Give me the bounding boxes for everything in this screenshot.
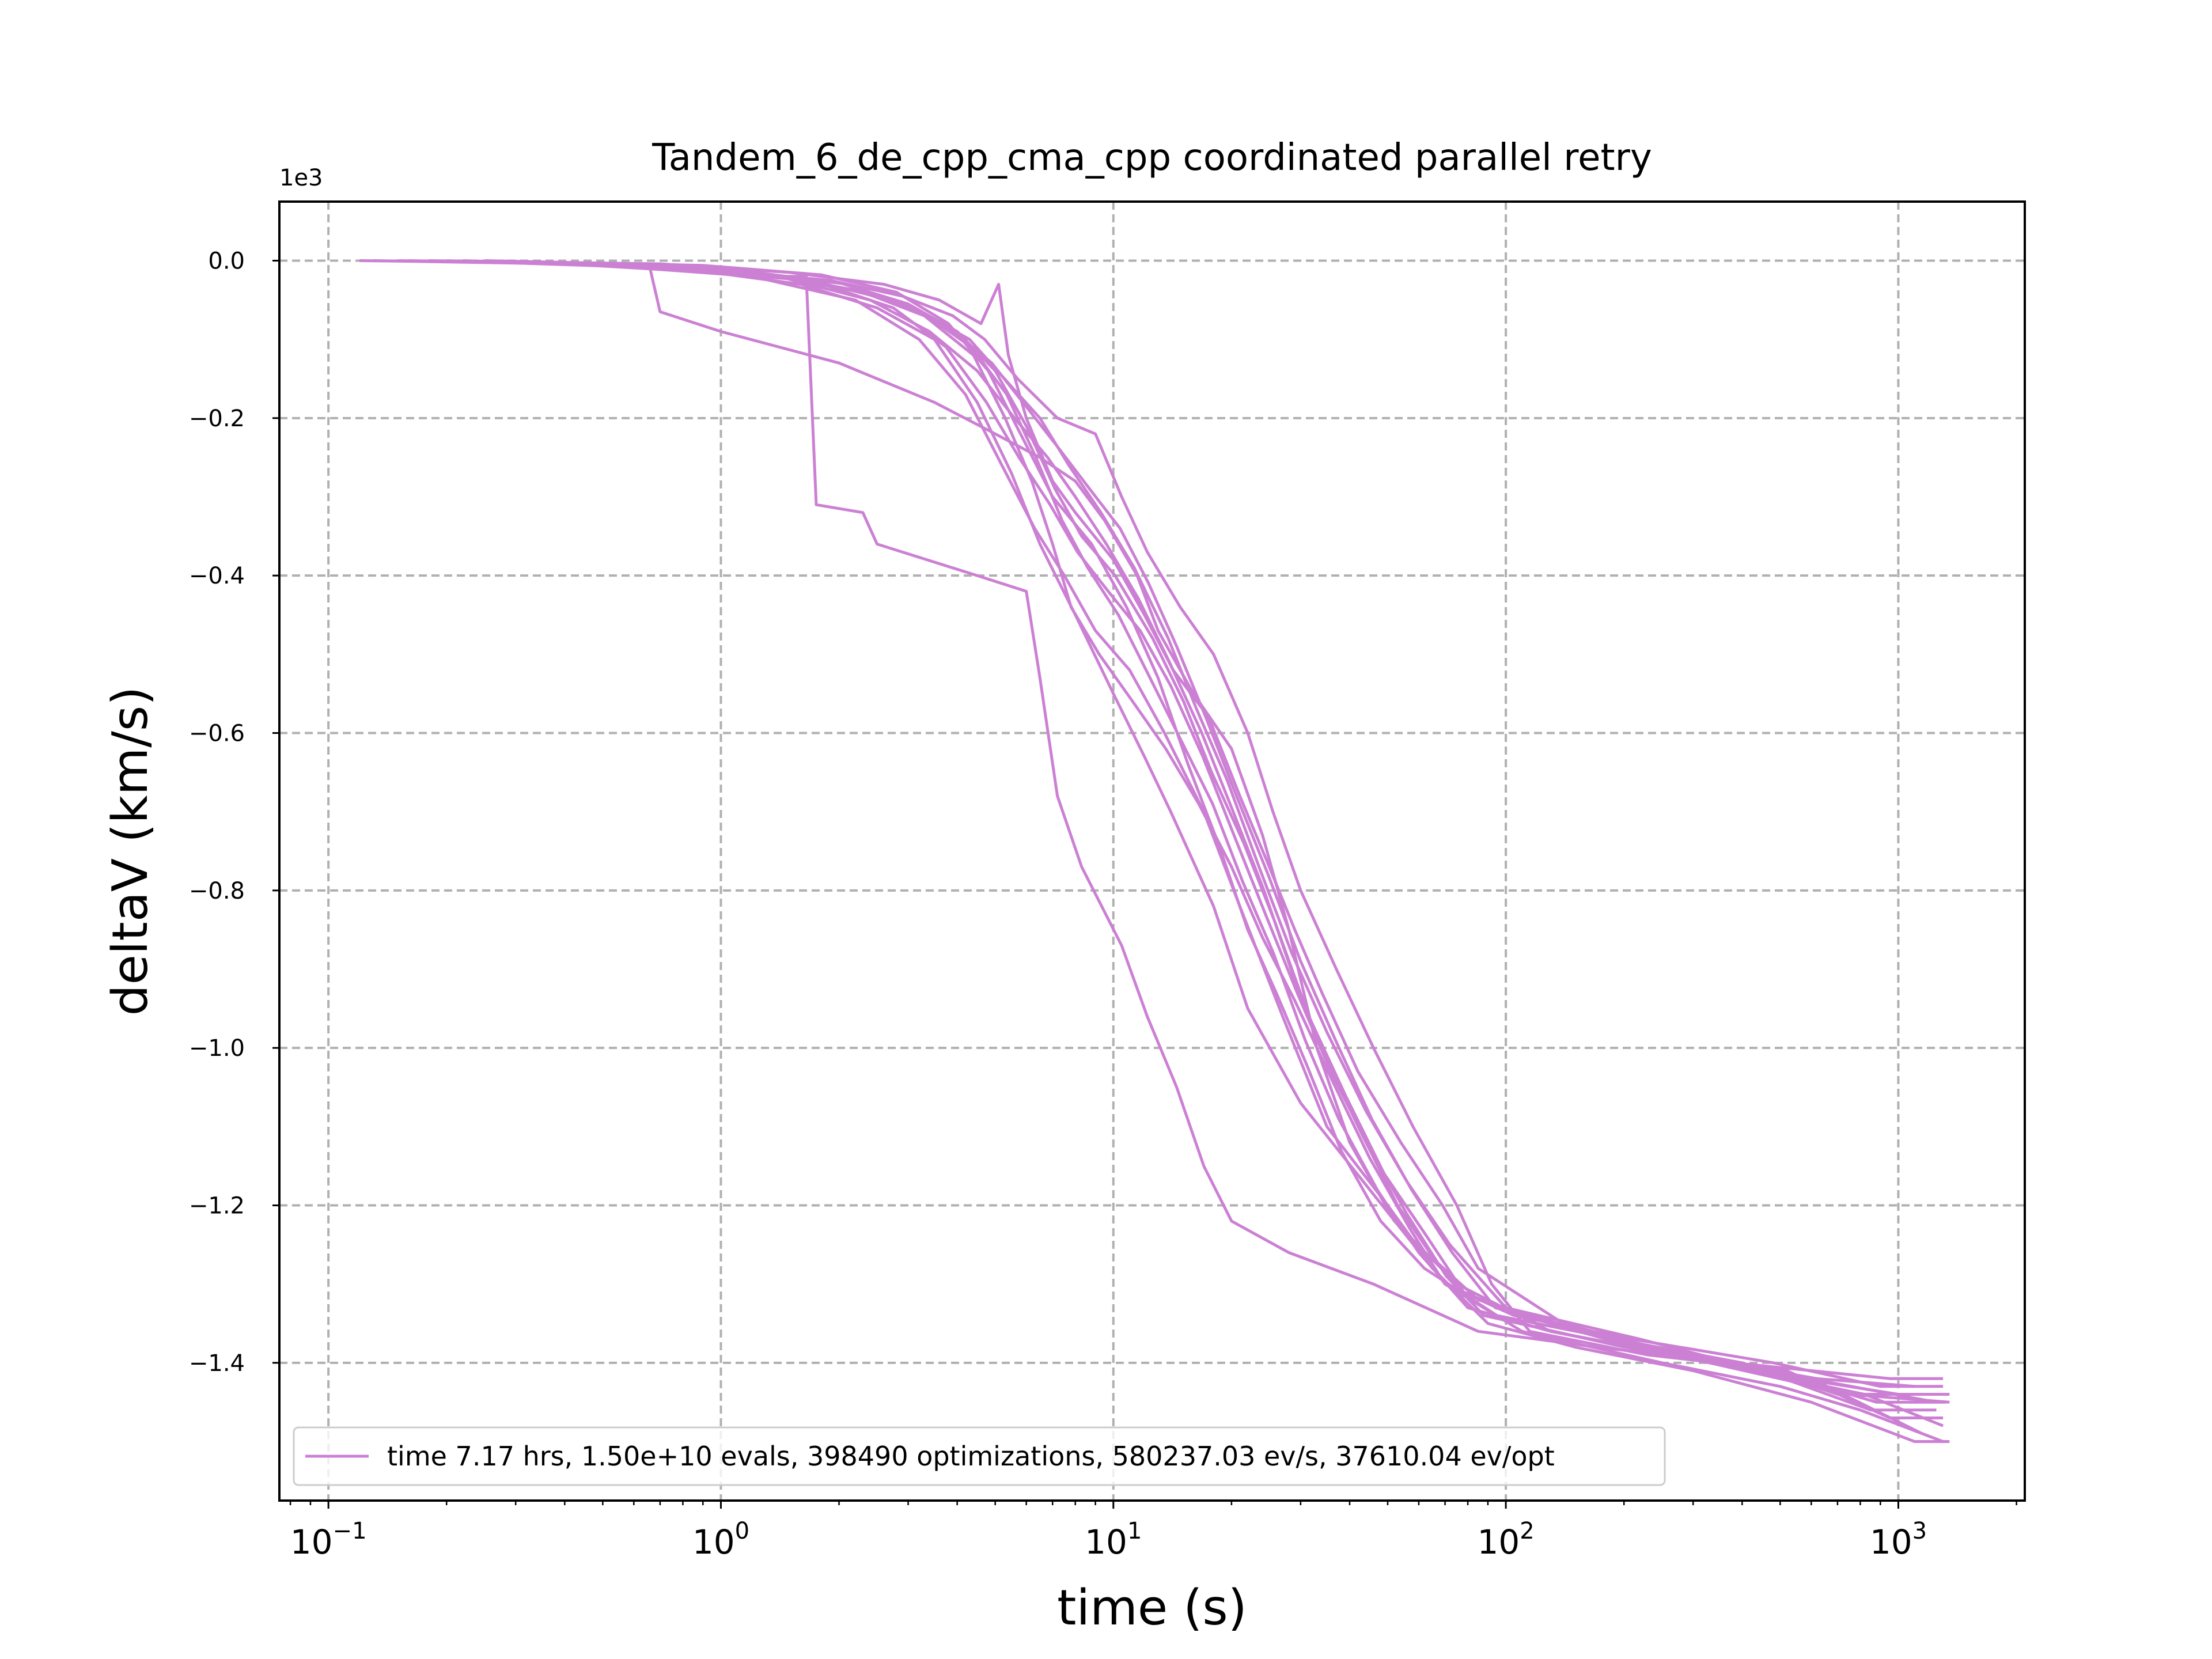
legend: time 7.17 hrs, 1.50e+10 evals, 398490 op… xyxy=(293,1426,1666,1486)
x-tick-label: 103 xyxy=(1870,1518,1927,1562)
series-line-13 xyxy=(585,263,1944,1427)
y-axis-offset-label: 1e3 xyxy=(279,165,323,191)
series-line-5 xyxy=(484,259,1930,1396)
series-line-9 xyxy=(541,262,1944,1388)
ticks: 0.0 −0.2 −0.4 −0.6 −0.8 −1.0 −1.2 −1.4 10−1 100 10… xyxy=(189,248,2017,1562)
series-line-14 xyxy=(603,264,1946,1404)
y-tick-label: −0.2 xyxy=(189,406,245,432)
y-tick-label: −1.2 xyxy=(189,1193,245,1219)
x-tick-label: 101 xyxy=(1085,1518,1142,1562)
y-tick-label: −0.8 xyxy=(189,878,245,904)
chart-title: Tandem_6_de_cpp_cma_cpp coordinated para… xyxy=(652,137,1652,179)
x-tick-label: 102 xyxy=(1477,1518,1534,1562)
y-tick-label: −0.6 xyxy=(189,721,245,747)
series-line-4 xyxy=(446,259,1944,1380)
grid xyxy=(279,202,2025,1501)
plot-frame xyxy=(278,200,2026,1502)
series-line-2 xyxy=(373,259,1944,1443)
legend-box xyxy=(293,1426,1666,1486)
series-lines xyxy=(359,259,1950,1443)
y-tick-label: −1.0 xyxy=(189,1035,245,1062)
legend-label: time 7.17 hrs, 1.50e+10 evals, 398490 op… xyxy=(387,1441,1555,1472)
series-line-11 xyxy=(565,262,1937,1404)
x-tick-label: 10−1 xyxy=(290,1518,367,1562)
y-axis-label: deltaV (km/s) xyxy=(102,687,159,1016)
y-tick-label: 0.0 xyxy=(208,248,245,275)
y-tick-label: −0.4 xyxy=(189,563,245,589)
y-tick-label: −1.4 xyxy=(189,1350,245,1377)
x-tick-label: 100 xyxy=(692,1518,749,1562)
x-axis-label: time (s) xyxy=(1057,1580,1247,1637)
series-line-10 xyxy=(503,260,1950,1396)
